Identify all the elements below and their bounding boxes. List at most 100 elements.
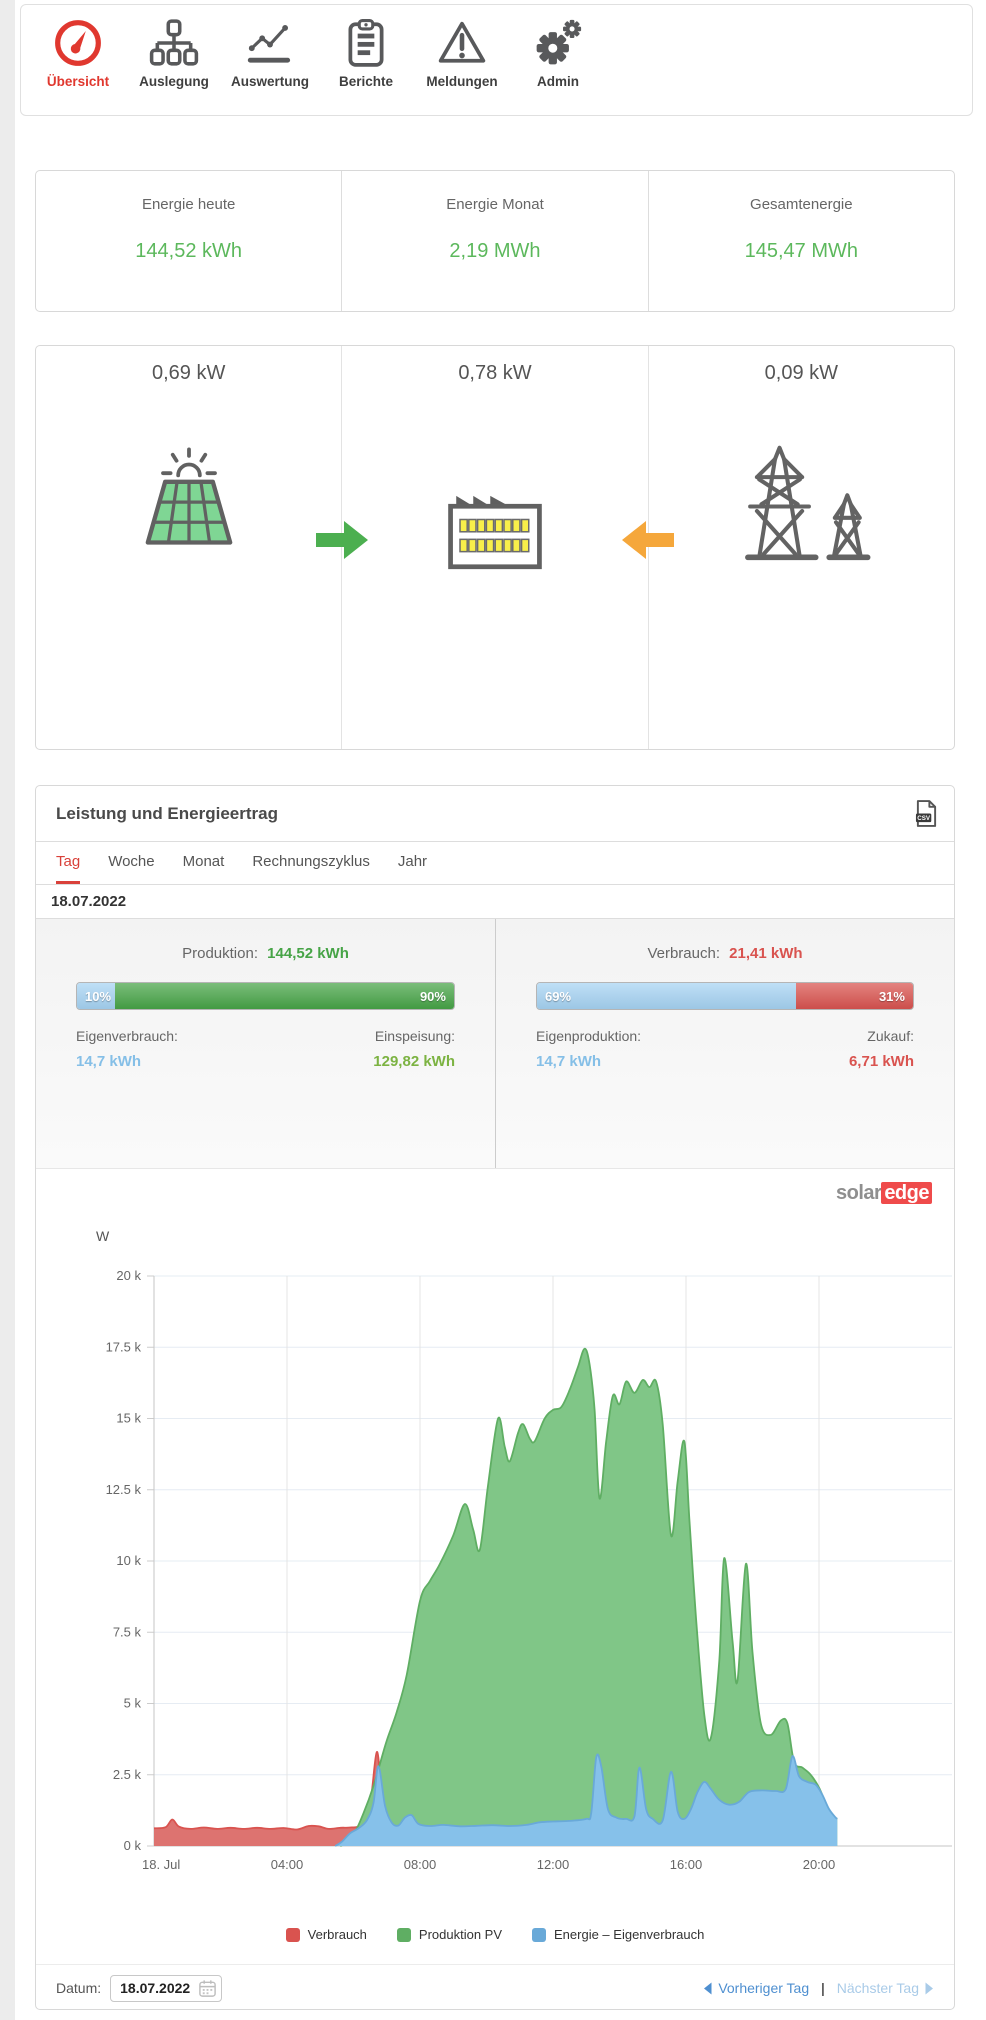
nav-item-label: Auslegung <box>139 74 209 89</box>
gears-icon <box>533 18 583 68</box>
nav-item-label: Berichte <box>338 74 394 89</box>
nav-item-berichte[interactable]: Berichte <box>321 18 411 89</box>
svg-text:12:00: 12:00 <box>537 1857 570 1872</box>
grid-purchase-label: Zukauf: <box>867 1028 914 1044</box>
svg-text:10 k: 10 k <box>116 1553 141 1568</box>
energy-card-value: 2,19 MWh <box>449 240 541 262</box>
bar-segment-10%: 10% <box>77 983 115 1009</box>
svg-text:7.5 k: 7.5 k <box>113 1624 142 1639</box>
feed-in-label: Einspeisung: <box>374 1028 455 1044</box>
power-flow-panel: 0,69 kW 0,78 kW 0,09 kW <box>35 345 955 750</box>
svg-text:CSV: CSV <box>917 815 931 822</box>
line-chart-icon <box>245 18 295 68</box>
next-day-button[interactable]: Nächster Tag <box>837 1980 934 1996</box>
series-area-produktion-pv <box>340 1348 838 1846</box>
energy-card: Gesamtenergie 145,47 MWh <box>647 171 954 311</box>
self-consumption-stat: Eigenverbrauch: 14,7 kWh <box>76 1028 178 1070</box>
energy-card-label: Energie Monat <box>446 196 544 213</box>
legend-item-produktion-pv[interactable]: Produktion PV <box>396 1927 502 1942</box>
warning-icon <box>437 18 487 68</box>
panel-footer: Datum: Vorheriger Tag | Nächster Tag <box>36 1964 954 2011</box>
period-tabs: Tag Woche Monat Rechnungszyklus Jahr <box>36 842 954 885</box>
nav-list: Übersicht Auslegung Auswertung Berichte Meld… <box>21 5 972 89</box>
panel-header: Leistung und Energieertrag CSV <box>36 786 954 842</box>
solar-panel-icon <box>124 445 254 554</box>
svg-text:12.5 k: 12.5 k <box>106 1482 142 1497</box>
production-label: Produktion: <box>182 945 258 962</box>
arrow-right-icon <box>314 518 370 562</box>
grid-purchase-stat: Zukauf: 6,71 kWh <box>849 1028 914 1070</box>
nav-item--bersicht[interactable]: Übersicht <box>33 18 123 89</box>
bar-segment-31%: 31% <box>796 983 913 1009</box>
energy-card-label: Gesamtenergie <box>750 196 853 213</box>
nav-item-label: Meldungen <box>426 74 498 89</box>
tab-jahr[interactable]: Jahr <box>397 853 428 870</box>
power-flow-cells: 0,69 kW 0,78 kW 0,09 kW <box>36 346 954 749</box>
power-chart[interactable]: 0 k 2.5 k 5 k 7.5 k 10 k 12.5 k 15 k 17.5 k 20 k… <box>36 1221 954 1911</box>
svg-text:0 k: 0 k <box>124 1838 142 1853</box>
chevron-right-icon <box>925 1982 934 1995</box>
solaredge-logo: solar edge <box>836 1182 932 1205</box>
legend-item-energie-eigenverbrauch[interactable]: Energie – Eigenverbrauch <box>532 1927 704 1942</box>
series-area-energie-eigenverbrauch <box>335 1754 838 1846</box>
power-energy-panel: Leistung und Energieertrag CSV Tag Woche M… <box>35 785 955 2010</box>
date-input[interactable] <box>110 1974 223 2002</box>
house-power-value: 0,78 kW <box>458 362 532 384</box>
bar-segment-69%: 69% <box>537 983 797 1009</box>
tab-tag[interactable]: Tag <box>56 842 81 884</box>
grid-import-cell: 0,09 kW <box>647 346 954 749</box>
legend-swatch <box>396 1927 411 1942</box>
production-headline: Produktion: 144,52 kWh <box>76 945 455 962</box>
csv-export-icon[interactable]: CSV <box>915 800 938 827</box>
gauge-icon <box>53 18 103 68</box>
feed-in-value: 129,82 kWh <box>373 1053 455 1070</box>
self-consumption-value: 14,7 kWh <box>76 1053 142 1070</box>
series-line-energie-eigenverbrauch <box>334 1753 838 1847</box>
legend-item-verbrauch[interactable]: Verbrauch <box>285 1927 367 1942</box>
nav-item-admin[interactable]: Admin <box>513 18 603 89</box>
energy-card-value: 145,47 MWh <box>744 240 859 262</box>
production-stats: Produktion: 144,52 kWh 10% 90% Eigenverbr… <box>36 919 495 1168</box>
nav-item-meldungen[interactable]: Meldungen <box>417 18 507 89</box>
energy-card: Energie heute 144,52 kWh <box>36 171 341 311</box>
tab-woche[interactable]: Woche <box>108 853 155 870</box>
building-icon <box>443 485 547 576</box>
svg-text:04:00: 04:00 <box>271 1857 304 1872</box>
arrow-left-icon <box>620 518 676 562</box>
legend-swatch <box>285 1927 300 1942</box>
consumption-headline: Verbrauch: 21,41 kWh <box>536 945 914 962</box>
legend-label: Energie – Eigenverbrauch <box>554 1927 705 1942</box>
production-ratio-bar: 10% 90% <box>76 982 455 1010</box>
house-consumption-cell: 0,78 kW <box>341 346 647 749</box>
nav-item-auslegung[interactable]: Auslegung <box>129 18 219 89</box>
previous-day-button[interactable]: Vorheriger Tag <box>703 1980 809 1996</box>
bar-segment-90%: 90% <box>114 983 454 1009</box>
grid-purchase-value: 6,71 kWh <box>848 1053 914 1070</box>
logo-edge-text: edge <box>881 1182 932 1204</box>
energy-card-label: Energie heute <box>141 196 236 213</box>
calendar-icon[interactable] <box>198 1979 217 1998</box>
selected-date-heading: 18.07.2022 <box>36 885 954 919</box>
svg-text:08:00: 08:00 <box>404 1857 437 1872</box>
svg-text:15 k: 15 k <box>116 1411 141 1426</box>
consumption-label: Verbrauch: <box>647 945 720 962</box>
self-production-stat: Eigenproduktion: 14,7 kWh <box>536 1028 641 1070</box>
svg-text:2.5 k: 2.5 k <box>113 1767 142 1782</box>
energy-card: Energie Monat 2,19 MWh <box>341 171 647 311</box>
svg-text:16:00: 16:00 <box>670 1857 703 1872</box>
svg-text:W: W <box>96 1228 110 1244</box>
tab-monat[interactable]: Monat <box>182 853 225 870</box>
page-left-margin <box>0 0 15 2020</box>
energy-summary-panel: Energie heute 144,52 kWh Energie Monat 2,19… <box>35 170 955 312</box>
nav-item-auswertung[interactable]: Auswertung <box>225 18 315 89</box>
power-chart-area: solar edge 0 k 2.5 k 5 k 7.5 k 10 k 12.5 k 15 k… <box>36 1169 954 1964</box>
logo-solar-text: solar <box>836 1182 882 1204</box>
legend-label: Verbrauch <box>307 1927 367 1942</box>
energy-balance-stats: Produktion: 144,52 kWh 10% 90% Eigenverbr… <box>36 919 954 1169</box>
production-value: 144,52 kWh <box>267 945 349 962</box>
tab-rechnungszyklus[interactable]: Rechnungszyklus <box>252 853 370 870</box>
self-production-value: 14,7 kWh <box>536 1053 602 1070</box>
consumption-stats: Verbrauch: 21,41 kWh 69% 31% Eigenprodukt… <box>495 919 954 1168</box>
series-line-produktion-pv <box>339 1347 838 1847</box>
date-label: Datum: <box>56 1980 102 1996</box>
